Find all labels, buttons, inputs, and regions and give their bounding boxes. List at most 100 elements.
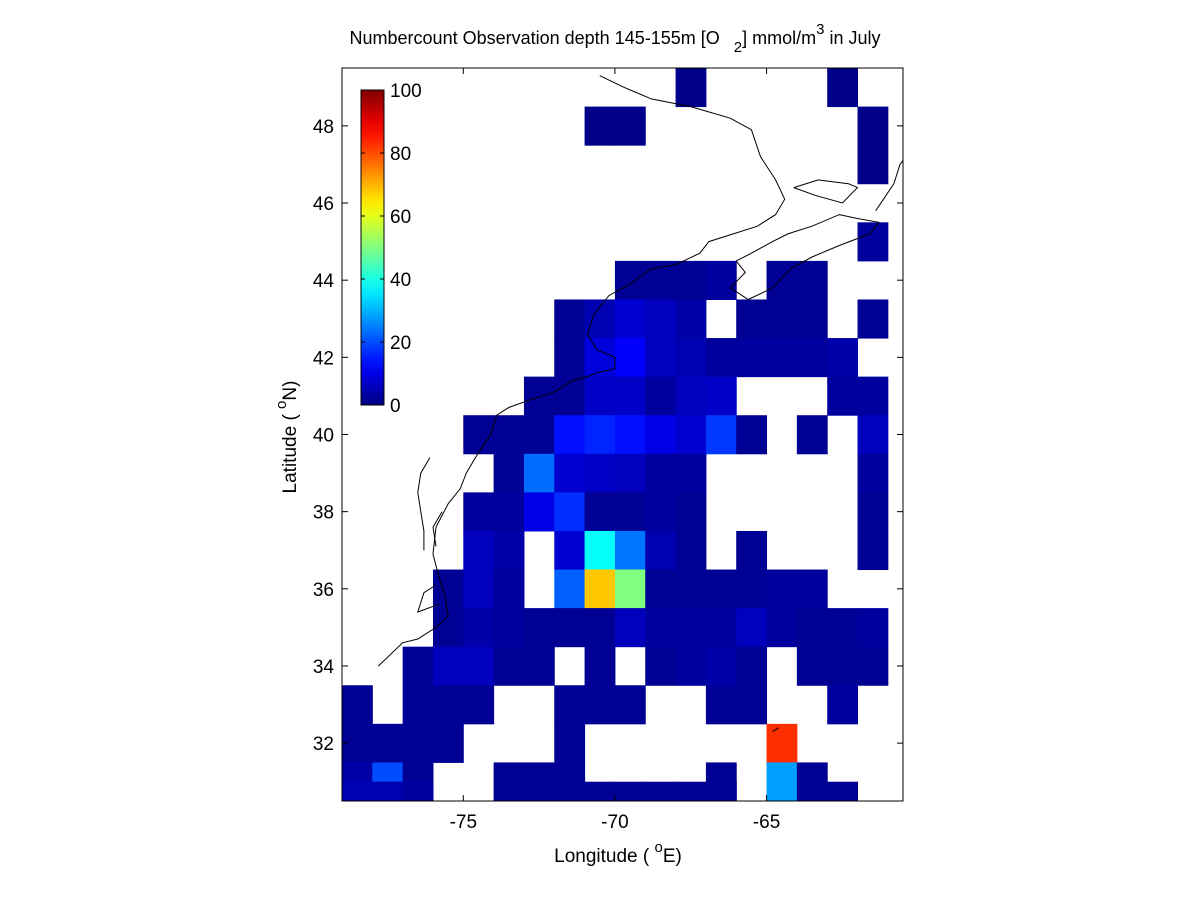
heatmap-cell [827,646,859,686]
heatmap-cell [736,299,768,339]
heatmap-cell [432,608,464,648]
plot-area: -75 -70 -65 32 34 36 38 40 42 44 46 48 [313,67,904,833]
y-tick-label: 32 [313,734,334,755]
heatmap-cell [827,68,859,108]
heatmap-cell [432,646,464,686]
heatmap-cell [554,608,586,648]
colorbar-tick-label: 100 [390,81,422,102]
heatmap-cell [584,299,616,339]
heatmap-cell [523,646,555,686]
heatmap-cell [402,685,434,725]
heatmap-cell [675,530,707,571]
coastline-segment [772,727,779,733]
y-tick-label: 40 [313,426,334,447]
heatmap-cell [766,338,798,378]
heatmap-cell [402,781,434,802]
colorbar-tick-label: 60 [390,207,411,228]
y-tick-label: 36 [313,580,334,601]
heatmap-cell [554,569,586,609]
heatmap-cell [705,646,737,686]
heatmap-cell [432,685,464,725]
heatmap-cell [493,453,525,493]
heatmap-cell [342,685,373,725]
heatmap-cell [554,530,586,571]
heatmap-cell [463,492,495,532]
heatmap-cell [675,260,707,300]
heatmap-cell [857,222,889,262]
heatmap-cell [493,646,525,686]
heatmap-cell [705,376,737,416]
heatmap-cell [705,781,737,802]
heatmap-cell [463,646,495,686]
heatmap-cell [645,338,677,378]
heatmap-cell [857,415,889,455]
heatmap-cell [463,530,495,571]
heatmap-cell [584,608,616,648]
heatmap-cell [584,376,616,416]
heatmap-cell [432,569,464,609]
y-tick-label: 44 [313,271,335,292]
y-tick-label: 34 [313,657,335,678]
heatmap-cell [645,608,677,648]
y-tick-label: 38 [313,503,334,524]
heatmap-cell [796,569,828,609]
heatmap-cell [857,106,889,146]
heatmap-cell [736,338,768,378]
heatmap-cell [584,530,616,571]
heatmap-cell [554,492,586,532]
heatmap-cell [796,338,828,378]
x-tick-label: -70 [601,812,628,833]
heatmap-cell [402,723,434,763]
heatmap-cell [614,260,646,300]
heatmap-cell [614,492,646,532]
heatmap-cell [523,453,555,493]
heatmap-cell [372,781,404,802]
colorbar-tick-label: 0 [390,396,401,417]
heatmap-cell [675,646,707,686]
heatmap-cell [675,569,707,609]
heatmap-cell [827,608,859,648]
heatmap-cell [614,453,646,493]
heatmap-cell [554,685,586,725]
heatmap-cell [614,608,646,648]
x-tick-label: -75 [450,812,477,833]
y-tick-label: 42 [313,348,334,369]
heatmap-cell [857,453,889,493]
heatmap-cell [736,530,768,571]
coastline-segment [793,179,859,204]
heatmap-cell [523,781,555,802]
heatmap-cell [523,415,555,455]
heatmap-cell [523,376,555,416]
heatmap-cell [645,781,677,802]
heatmap-cell [857,376,889,416]
coastline-segment [417,584,440,613]
heatmap-cell [857,530,889,571]
heatmap-cell [554,376,586,416]
coastline [378,75,904,733]
heatmap-cell [796,646,828,686]
heatmap-cell [554,415,586,455]
y-axis-label: Latitude ( oN) [273,381,301,494]
heatmap-cell [645,530,677,571]
heatmap-cell [554,338,586,378]
heatmap-cell [372,723,404,763]
heatmap-cell [463,685,495,725]
heatmap-cell [614,415,646,455]
heatmap-cell [645,376,677,416]
heatmap-cell [614,106,646,146]
heatmap-cell [766,608,798,648]
chart-title: Numbercount Observation depth 145-155m [… [350,21,881,56]
heatmap-cell [857,299,889,339]
heatmap-cell [675,338,707,378]
x-ticks: -75 -70 -65 [450,68,780,833]
heatmap-cell [614,685,646,725]
heatmap-cell [584,492,616,532]
heatmap-cell [736,685,768,725]
heatmap-cell [796,260,828,300]
heatmap-cell [675,781,707,802]
heatmap-cell [675,608,707,648]
heatmap-cell [766,762,798,802]
colorbar-tick-label: 20 [390,333,411,354]
colorbar-ticks: 0 20 40 60 80 100 [361,81,422,417]
